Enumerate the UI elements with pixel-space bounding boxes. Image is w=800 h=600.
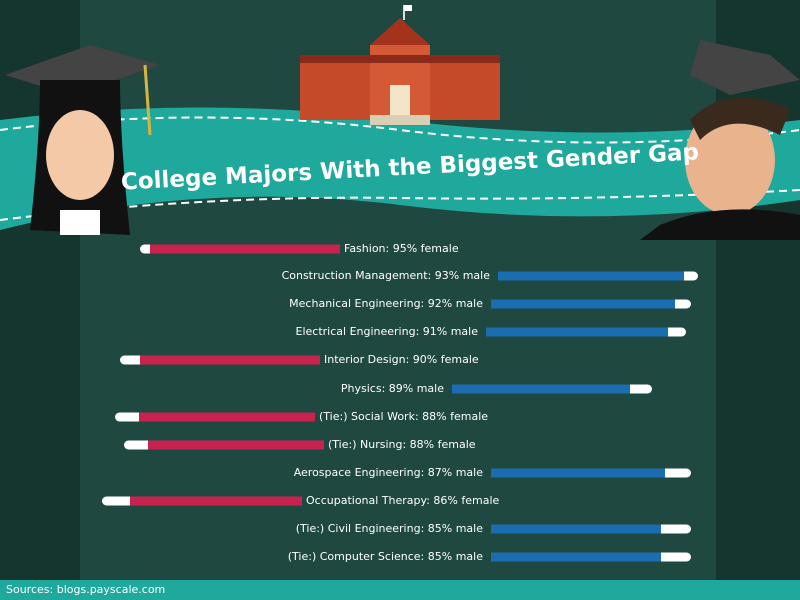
bar xyxy=(491,468,665,478)
source-note: Sources: blogs.payscale.com xyxy=(6,583,165,596)
bar xyxy=(498,271,684,281)
bar xyxy=(140,355,320,365)
bar-label: Mechanical Engineering: 92% male xyxy=(289,297,483,310)
bar-label: (Tie:) Civil Engineering: 85% male xyxy=(296,522,484,535)
bar xyxy=(491,299,675,309)
bar-label: (Tie:) Nursing: 88% female xyxy=(328,438,476,451)
bar xyxy=(452,384,630,394)
ribbon xyxy=(0,107,800,230)
bar-label: (Tie:) Computer Science: 85% male xyxy=(288,550,483,563)
bar-label: Construction Management: 93% male xyxy=(282,269,491,282)
bar xyxy=(491,552,661,562)
bar xyxy=(150,244,340,254)
bar xyxy=(148,440,324,450)
bar-label: (Tie:) Social Work: 88% female xyxy=(319,410,488,423)
man-graduate xyxy=(640,40,800,240)
bar xyxy=(486,327,668,337)
bar xyxy=(139,412,315,422)
bar-label: Physics: 89% male xyxy=(341,382,444,395)
bar-label: Electrical Engineering: 91% male xyxy=(296,325,479,338)
bar xyxy=(491,524,661,534)
bar-label: Interior Design: 90% female xyxy=(324,353,479,366)
bar-label: Fashion: 95% female xyxy=(344,242,459,255)
school-building xyxy=(300,5,500,125)
bar xyxy=(130,496,302,506)
bar-label: Aerospace Engineering: 87% male xyxy=(294,466,484,479)
woman-graduate xyxy=(5,45,160,235)
bar-label: Occupational Therapy: 86% female xyxy=(306,494,500,507)
footer-band xyxy=(0,580,800,600)
